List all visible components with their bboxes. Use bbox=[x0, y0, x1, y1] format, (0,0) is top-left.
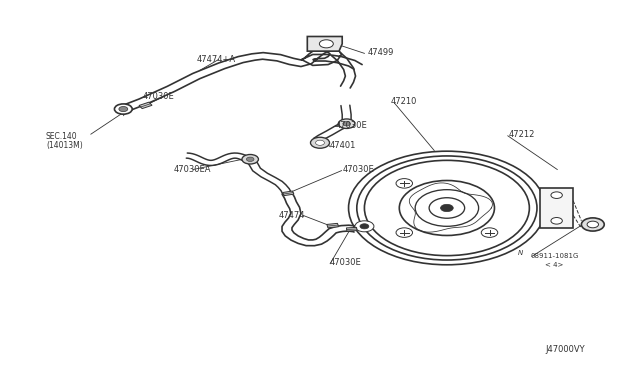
Text: 47030E: 47030E bbox=[330, 259, 361, 267]
Circle shape bbox=[396, 179, 413, 188]
Circle shape bbox=[587, 221, 598, 228]
Text: 47499: 47499 bbox=[367, 48, 394, 57]
Text: 47401: 47401 bbox=[330, 141, 356, 150]
Circle shape bbox=[242, 154, 259, 164]
Circle shape bbox=[481, 228, 498, 237]
Text: < 4>: < 4> bbox=[545, 262, 564, 268]
Text: 47474+A: 47474+A bbox=[196, 55, 236, 64]
Circle shape bbox=[316, 140, 324, 145]
Circle shape bbox=[343, 122, 351, 126]
Text: 47212: 47212 bbox=[509, 130, 536, 139]
Circle shape bbox=[319, 40, 333, 48]
Text: 47030E: 47030E bbox=[336, 121, 367, 130]
Text: 08911-1081G: 08911-1081G bbox=[531, 253, 579, 259]
Circle shape bbox=[440, 204, 453, 212]
Circle shape bbox=[119, 106, 128, 112]
Circle shape bbox=[310, 137, 330, 148]
Circle shape bbox=[246, 157, 254, 161]
Text: 47030E: 47030E bbox=[342, 165, 374, 174]
Polygon shape bbox=[283, 191, 294, 196]
Circle shape bbox=[396, 228, 413, 237]
Polygon shape bbox=[307, 36, 342, 51]
Circle shape bbox=[581, 218, 604, 231]
Bar bbox=[540, 188, 573, 228]
Polygon shape bbox=[327, 223, 339, 228]
Circle shape bbox=[551, 218, 563, 224]
Polygon shape bbox=[346, 227, 357, 231]
Text: 47210: 47210 bbox=[391, 97, 417, 106]
Text: 47030EA: 47030EA bbox=[174, 165, 212, 174]
Text: J47000VY: J47000VY bbox=[545, 344, 585, 353]
Circle shape bbox=[360, 224, 369, 229]
Circle shape bbox=[115, 104, 132, 114]
Text: N: N bbox=[518, 250, 523, 256]
Text: (14013M): (14013M) bbox=[46, 141, 83, 150]
Circle shape bbox=[339, 119, 355, 128]
Circle shape bbox=[355, 221, 374, 232]
Text: 47474: 47474 bbox=[279, 211, 305, 220]
Polygon shape bbox=[139, 102, 152, 109]
Circle shape bbox=[551, 192, 563, 198]
Text: 47030E: 47030E bbox=[142, 92, 174, 101]
Text: SEC.140: SEC.140 bbox=[46, 132, 77, 141]
